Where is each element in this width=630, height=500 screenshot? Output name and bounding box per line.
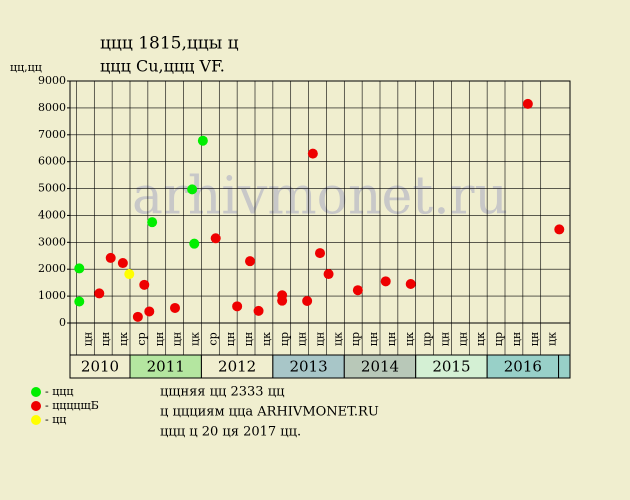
point [554, 224, 565, 235]
point [132, 311, 143, 322]
quarter-label: цк [331, 332, 344, 346]
quarter-label: цн [242, 332, 255, 346]
quarter-label: ср [135, 332, 148, 345]
point [210, 233, 221, 244]
quarter-label: цк [474, 332, 487, 346]
y-axis-label: цц,цц [10, 61, 42, 74]
point [105, 252, 116, 263]
point [147, 217, 158, 228]
point [189, 238, 200, 249]
quarter-label: цк [260, 332, 273, 346]
point [352, 285, 363, 296]
quarter-label: цн [153, 332, 166, 346]
year-label: 2014 [361, 358, 399, 376]
legend-marker [31, 387, 41, 397]
point [144, 306, 155, 317]
quarter-label: цн [296, 332, 309, 346]
note: цщняя цц 2333 цц [160, 385, 284, 400]
point [522, 98, 533, 109]
quarter-label: цк [117, 332, 130, 346]
quarter-label: цн [456, 332, 469, 346]
y-tick-label: 4000 [38, 208, 66, 221]
year-band [558, 354, 571, 379]
point [380, 276, 391, 287]
point [277, 295, 288, 306]
y-tick-label: 0 [59, 316, 66, 329]
quarter-label: цн [171, 332, 184, 346]
chart-title: ццц 1815,ццы ц [100, 34, 239, 54]
y-tick-label: 3000 [38, 235, 66, 248]
quarter-label: цр [349, 332, 362, 346]
point [124, 269, 135, 280]
legend-marker [31, 415, 41, 425]
legend-label: - ццц [45, 385, 73, 398]
point [323, 269, 334, 280]
quarter-label: цн [439, 332, 452, 346]
point [139, 279, 150, 290]
year-label: 2013 [289, 358, 327, 376]
point [302, 295, 313, 306]
year-label: 2011 [147, 358, 185, 376]
quarter-label: цн [367, 332, 380, 346]
quarter-label: цр [278, 332, 291, 346]
point [117, 258, 128, 269]
point [170, 302, 180, 313]
y-tick-label: 1000 [38, 289, 66, 302]
point [187, 184, 198, 195]
point [405, 279, 416, 290]
y-tick-label: 8000 [38, 101, 66, 114]
y-tick-label: 6000 [38, 155, 66, 168]
year-label: 2012 [218, 358, 256, 376]
quarter-label: цк [546, 332, 559, 346]
point [74, 263, 85, 274]
quarter-label: цн [314, 332, 327, 346]
quarter-label: цн [510, 332, 523, 346]
year-label: 2010 [81, 358, 119, 376]
point [253, 305, 264, 316]
point [315, 248, 325, 259]
quarter-label: цн [528, 332, 541, 346]
legend-label: - цц [45, 413, 66, 426]
quarter-label: цк [403, 332, 416, 346]
point [197, 135, 208, 146]
legend-label: - ццццщБ [45, 399, 99, 412]
point [245, 256, 255, 267]
quarter-label: ср [206, 332, 219, 345]
year-label: 2016 [504, 358, 542, 376]
note: ццц ц 20 ця 2017 цц. [160, 425, 301, 440]
y-tick-label: 9000 [38, 74, 66, 87]
point [74, 296, 85, 307]
point [307, 148, 318, 159]
point [94, 288, 105, 299]
quarter-label: цн [81, 332, 94, 346]
quarter-label: цн [224, 332, 237, 346]
year-label: 2015 [432, 358, 470, 376]
note: ц ццциям цца ARHIVMONET.RU [160, 405, 379, 420]
legend-marker [31, 401, 41, 411]
point [232, 301, 243, 312]
watermark: arhivmonet.ru [132, 167, 508, 227]
y-tick-label: 5000 [38, 182, 66, 195]
quarter-label: цр [421, 332, 434, 346]
y-tick-label: 2000 [38, 262, 66, 275]
quarter-label: цк [189, 332, 202, 346]
quarter-label: цн [99, 332, 112, 346]
chart-subtitle: ццц Cu,ццц VF. [100, 57, 225, 76]
quarter-label: цр [492, 332, 505, 346]
quarter-label: цн [385, 332, 398, 346]
y-tick-label: 7000 [38, 128, 66, 141]
